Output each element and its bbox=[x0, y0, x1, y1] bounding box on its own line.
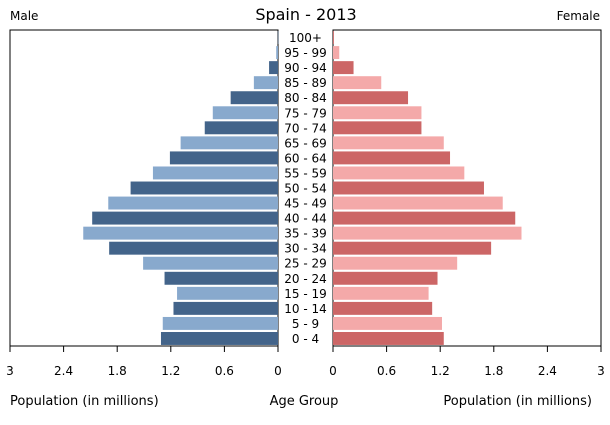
age-group-label: 65 - 69 bbox=[284, 136, 327, 150]
age-group-label: 40 - 44 bbox=[284, 212, 327, 226]
male-bar bbox=[83, 226, 279, 240]
tick-label: 2.4 bbox=[54, 364, 73, 378]
male-bar bbox=[204, 121, 278, 135]
age-group-label: 30 - 34 bbox=[284, 242, 327, 256]
female-bar bbox=[333, 286, 429, 300]
age-group-label: 15 - 19 bbox=[284, 287, 327, 301]
tick-label: 0 bbox=[274, 364, 282, 378]
male-bar bbox=[143, 256, 278, 270]
male-x-axis: 3 2.4 1.8 1.2 0.6 0 bbox=[6, 345, 282, 378]
male-bar bbox=[160, 332, 278, 345]
male-bars bbox=[83, 31, 279, 345]
chart-title: Spain - 2013 bbox=[255, 5, 356, 24]
age-group-label: 100+ bbox=[289, 31, 322, 45]
male-bar bbox=[230, 91, 278, 105]
female-bar bbox=[333, 316, 442, 330]
male-bar bbox=[164, 271, 278, 285]
tick-label: 2.4 bbox=[538, 364, 557, 378]
male-bar bbox=[92, 211, 278, 225]
tick-label: 3 bbox=[6, 364, 14, 378]
age-group-label: 90 - 94 bbox=[284, 61, 327, 75]
female-x-axis-title: Population (in millions) bbox=[443, 394, 592, 409]
age-group-label: 75 - 79 bbox=[284, 106, 327, 120]
female-bar bbox=[333, 76, 382, 90]
female-bar bbox=[333, 136, 444, 150]
tick-label: 1.8 bbox=[108, 364, 127, 378]
female-bar bbox=[333, 256, 458, 270]
female-bar bbox=[333, 196, 503, 210]
tick-label: 1.8 bbox=[484, 364, 503, 378]
female-bar bbox=[333, 181, 484, 195]
female-bar bbox=[333, 301, 433, 315]
male-bar bbox=[162, 316, 278, 330]
male-bar bbox=[253, 76, 278, 90]
tick-label: 3 bbox=[597, 364, 605, 378]
female-bar bbox=[333, 121, 422, 135]
age-group-label: 85 - 89 bbox=[284, 76, 327, 90]
tick-label: 0.6 bbox=[215, 364, 234, 378]
male-bar bbox=[212, 106, 278, 120]
age-group-label: 55 - 59 bbox=[284, 166, 327, 180]
female-bar bbox=[333, 211, 516, 225]
female-bar bbox=[333, 241, 492, 255]
tick-label: 0 bbox=[329, 364, 337, 378]
female-bar bbox=[333, 61, 354, 75]
female-bar bbox=[333, 166, 465, 180]
male-bar bbox=[109, 241, 278, 255]
female-bar bbox=[333, 91, 409, 105]
male-bar bbox=[177, 286, 278, 300]
age-group-label: 5 - 9 bbox=[292, 317, 319, 331]
female-bar bbox=[333, 151, 451, 165]
age-group-axis-title: Age Group bbox=[270, 394, 339, 409]
tick-label: 1.2 bbox=[431, 364, 450, 378]
male-bar bbox=[169, 151, 278, 165]
tick-label: 0.6 bbox=[377, 364, 396, 378]
male-bar bbox=[277, 31, 279, 44]
male-bar bbox=[152, 166, 278, 180]
female-bar bbox=[333, 31, 334, 44]
female-side-label: Female bbox=[557, 9, 600, 23]
age-group-label: 25 - 29 bbox=[284, 257, 327, 271]
male-side-label: Male bbox=[10, 9, 38, 23]
age-group-label: 10 - 14 bbox=[284, 302, 327, 316]
male-x-axis-title: Population (in millions) bbox=[10, 394, 159, 409]
male-bar bbox=[130, 181, 278, 195]
age-group-label: 95 - 99 bbox=[284, 46, 327, 60]
male-bar bbox=[173, 301, 278, 315]
female-bar bbox=[333, 226, 522, 240]
female-bars bbox=[333, 31, 522, 345]
female-bar bbox=[333, 332, 444, 345]
female-bar bbox=[333, 46, 340, 60]
male-bar bbox=[108, 196, 279, 210]
age-group-label: 20 - 24 bbox=[284, 272, 327, 286]
male-bar bbox=[180, 136, 278, 150]
tick-label: 1.2 bbox=[161, 364, 180, 378]
female-x-axis: 0 0.6 1.2 1.8 2.4 3 bbox=[329, 345, 605, 378]
male-bar bbox=[269, 61, 278, 75]
age-group-label: 0 - 4 bbox=[292, 332, 319, 346]
age-group-label: 80 - 84 bbox=[284, 91, 327, 105]
age-group-label: 60 - 64 bbox=[284, 151, 327, 165]
age-group-label: 50 - 54 bbox=[284, 182, 327, 196]
female-bar bbox=[333, 106, 422, 120]
male-bar bbox=[276, 46, 278, 60]
age-group-label: 70 - 74 bbox=[284, 121, 327, 135]
age-group-label: 35 - 39 bbox=[284, 227, 327, 241]
age-group-label: 45 - 49 bbox=[284, 197, 327, 211]
female-bar bbox=[333, 271, 438, 285]
